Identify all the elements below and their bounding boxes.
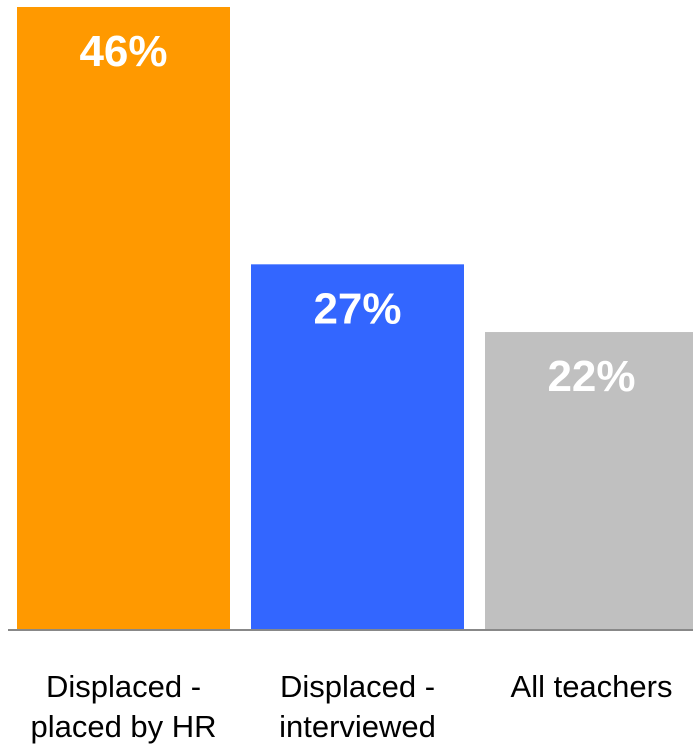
bars-group <box>17 7 693 630</box>
category-label-3-line-1: All teachers <box>511 669 673 704</box>
bar-value-label-3: 22% <box>547 352 635 401</box>
bar-2 <box>251 264 464 630</box>
bar-value-label-1: 46% <box>79 27 167 76</box>
bar-1 <box>17 7 230 630</box>
category-label-2-line-2: interviewed <box>279 709 436 744</box>
value-labels-group: 46% 27% 22% <box>79 27 635 401</box>
bar-3 <box>485 332 693 630</box>
category-labels-group: Displaced - placed by HR Displaced - interv… <box>30 669 672 744</box>
bar-value-label-2: 27% <box>313 284 401 333</box>
category-label-2-line-1: Displaced - <box>280 669 435 704</box>
category-label-1-line-2: placed by HR <box>30 709 216 744</box>
category-label-1-line-1: Displaced - <box>46 669 201 704</box>
